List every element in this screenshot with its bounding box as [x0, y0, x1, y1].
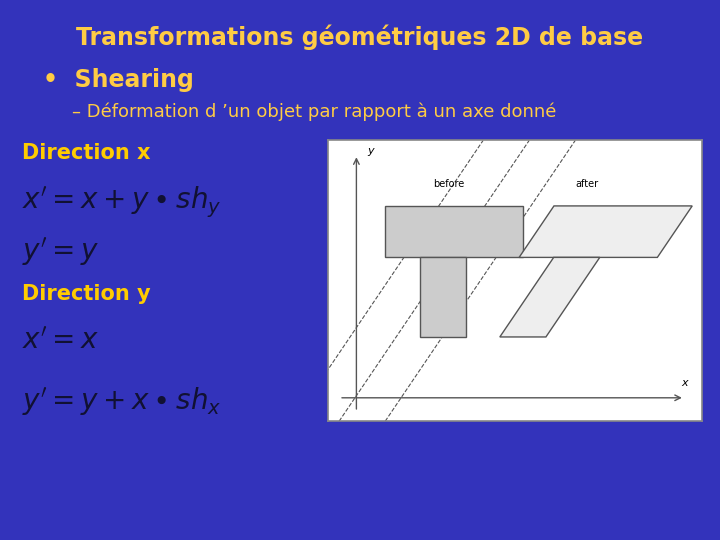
Polygon shape — [519, 206, 692, 258]
Text: Direction y: Direction y — [22, 284, 150, 303]
Text: x: x — [681, 378, 688, 388]
Text: Transformations géométriques 2D de base: Transformations géométriques 2D de base — [76, 24, 644, 50]
Text: $\mathit{x' = x}$: $\mathit{x' = x}$ — [22, 327, 99, 355]
Text: after: after — [575, 179, 598, 189]
Text: y: y — [367, 146, 374, 157]
Polygon shape — [385, 206, 523, 258]
Text: $\mathit{x' = x + y \bullet sh_y}$: $\mathit{x' = x + y \bullet sh_y}$ — [22, 184, 221, 219]
Text: $\mathit{y' = y}$: $\mathit{y' = y}$ — [22, 235, 99, 268]
Polygon shape — [420, 258, 466, 337]
Text: •  Shearing: • Shearing — [43, 68, 194, 91]
Text: $\mathit{y' = y + x \bullet sh_x}$: $\mathit{y' = y + x \bullet sh_x}$ — [22, 386, 221, 418]
Text: Direction x: Direction x — [22, 143, 150, 163]
Text: – Déformation d ’un objet par rapport à un axe donné: – Déformation d ’un objet par rapport à … — [72, 103, 557, 121]
Polygon shape — [500, 258, 600, 337]
Text: before: before — [433, 179, 464, 189]
